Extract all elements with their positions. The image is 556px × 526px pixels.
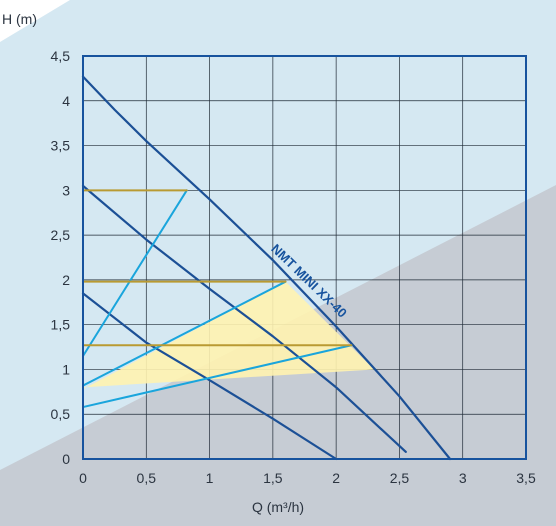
x-tick-label: 3 [459,470,467,486]
pump-curve-line [81,292,338,461]
y-tick-label: 3 [62,182,70,198]
x-tick-label: 1,5 [263,470,283,486]
plot-frame [82,55,527,460]
y-tick-label: 0 [62,451,70,467]
x-tick-label: 0,5 [137,470,157,486]
y-tick-label: 1 [62,361,70,377]
x-tick-label: 1 [206,470,214,486]
x-tick-label: 3,5 [516,470,536,486]
y-axis-label: H (m) [2,11,37,27]
operating-area [83,281,375,390]
top-left-corner [0,0,70,42]
x-tick-label: 0 [79,470,87,486]
proportional-pressure-line [82,189,188,358]
y-tick-labels: 0 0,5 1 1,5 2 2,5 3 3,5 4 4,5 [51,48,71,467]
y-tick-label: 0,5 [51,406,71,422]
x-axis-label: Q (m³/h) [252,499,304,515]
proportional-pressure-line [82,280,287,387]
pump-curve-line [81,184,407,453]
x-tick-label: 2,5 [390,470,410,486]
x-tick-labels: 0 0,5 1 1,5 2 2,5 3 3,5 [79,470,536,486]
x-tick-label: 2 [332,470,340,486]
y-tick-label: 3,5 [51,138,71,154]
series-group [81,75,452,461]
y-tick-label: 4,5 [51,48,71,64]
y-tick-label: 2,5 [51,227,71,243]
y-tick-label: 2 [62,272,70,288]
proportional-pressure-line [82,344,353,409]
y-tick-label: 4 [62,93,70,109]
pump-curve-line [81,75,452,461]
y-tick-label: 1,5 [51,317,71,333]
